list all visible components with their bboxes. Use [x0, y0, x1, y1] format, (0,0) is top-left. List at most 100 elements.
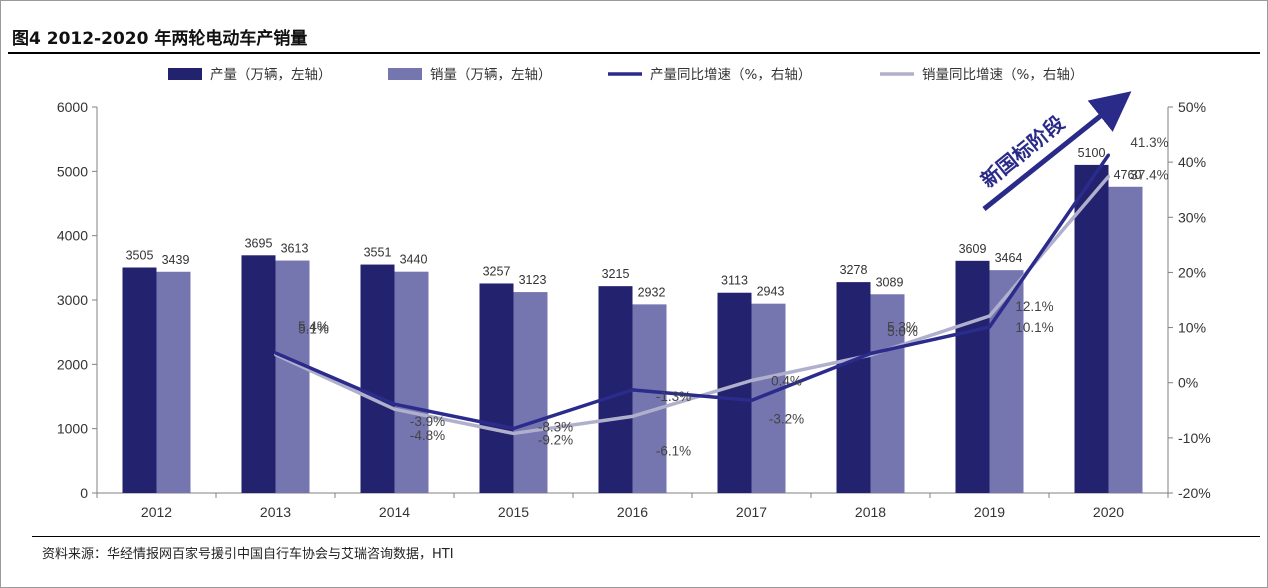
growth-arrow: [982, 91, 1132, 211]
production-bar-label: 3551: [364, 246, 392, 260]
y-left-tick-label: 3000: [57, 292, 88, 308]
x-tick-label: 2012: [141, 504, 172, 520]
production-growth-label: -3.2%: [769, 411, 804, 426]
production-growth-label: 5.4%: [298, 319, 329, 334]
x-tick-label: 2017: [736, 504, 767, 520]
sales-bar: [632, 304, 667, 493]
sales-growth-point: [393, 407, 396, 411]
y-right-tick-label: -10%: [1178, 430, 1211, 446]
production-growth-point: [512, 426, 515, 430]
sales-growth-label: -4.8%: [410, 428, 445, 443]
x-tick-label: 2014: [379, 504, 410, 520]
bars: [122, 164, 1143, 494]
legend-swatch: [168, 68, 202, 80]
sales-growth-label: 5.1%: [298, 322, 329, 337]
sales-bar-label: 2932: [638, 285, 666, 299]
y-right-tick-label: 10%: [1178, 320, 1206, 336]
production-bar: [241, 255, 276, 493]
data-labels: 3505 3695 3551 3257 3215 3113 3278 3609 5100 3439…: [126, 135, 1169, 458]
y-right-tick-label: 50%: [1178, 99, 1206, 115]
sales-bar-label: 2943: [757, 285, 785, 299]
x-tick-label: 2015: [498, 504, 529, 520]
y-left-tick-label: 6000: [57, 99, 88, 115]
sales-growth-point: [631, 414, 634, 418]
production-growth-point: [393, 402, 396, 406]
y-left-tick-label: 0: [80, 485, 88, 501]
production-bar-label: 3505: [126, 249, 154, 263]
legend-swatch: [388, 68, 422, 80]
production-bar: [598, 286, 633, 493]
production-bar: [717, 292, 752, 493]
production-bar: [360, 264, 395, 493]
production-bar-label: 3609: [959, 242, 987, 256]
sales-growth-label: -9.2%: [538, 432, 573, 447]
production-growth-point: [750, 398, 753, 402]
y-left-tick-label: 2000: [57, 356, 88, 372]
production-growth-label: 41.3%: [1130, 135, 1168, 150]
production-growth-point: [988, 325, 991, 329]
legend: 产量（万辆，左轴） 销量（万辆，左轴） 产量同比增速（%，右轴） 销量同比增速（%，右…: [168, 67, 1083, 83]
production-growth-label: 5.3%: [887, 319, 918, 334]
production-growth-point: [1107, 153, 1110, 157]
sales-growth-label: 5.0%: [887, 324, 918, 339]
legend-label: 产量（万辆，左轴）: [210, 67, 332, 83]
sales-growth-label: -6.1%: [656, 443, 691, 458]
sales-growth-label: 12.1%: [1015, 299, 1053, 314]
production-bar: [1074, 164, 1109, 493]
sales-growth-point: [988, 314, 991, 318]
legend-label: 销量（万辆，左轴）: [430, 67, 552, 83]
sales-bar-label: 3439: [162, 253, 190, 267]
sales-bar-label: 4760: [1114, 168, 1142, 182]
production-bar-label: 3695: [245, 236, 273, 250]
sales-growth-point: [750, 379, 753, 383]
sales-bar: [394, 271, 429, 493]
production-bar-label: 3257: [483, 264, 511, 278]
production-bar-label: 3278: [840, 263, 868, 277]
sales-bar: [275, 260, 310, 493]
sales-bar: [870, 294, 905, 493]
production-growth-label: -8.3%: [538, 419, 573, 434]
x-tick-label: 2013: [260, 504, 291, 520]
x-tick-label: 2016: [617, 504, 648, 520]
production-growth-label: 10.1%: [1015, 320, 1053, 335]
production-growth-point: [869, 351, 872, 355]
sales-growth-line: [274, 175, 1110, 436]
sales-bar: [513, 292, 548, 493]
source-rule: [32, 536, 1260, 537]
x-tick-label: 2020: [1093, 504, 1124, 520]
figure-title: 图4 2012-2020 年两轮电动车产销量: [12, 29, 308, 49]
production-growth-point: [631, 388, 634, 392]
legend-label: 产量同比增速（%，右轴）: [650, 67, 811, 83]
production-bar-label: 3113: [721, 274, 748, 288]
sales-bar-label: 3089: [876, 275, 904, 289]
sales-bar-label: 3123: [519, 273, 547, 287]
y-right-tick-label: 20%: [1178, 264, 1206, 280]
title-rule: [8, 52, 1260, 54]
production-bar: [479, 283, 514, 493]
production-growth-line: [274, 153, 1110, 431]
sales-bar: [1108, 186, 1143, 494]
lines: [274, 153, 1110, 436]
sales-bar-label: 3440: [400, 253, 428, 267]
production-growth-label: -3.9%: [410, 414, 445, 429]
sales-bar-label: 3464: [995, 251, 1023, 265]
x-tick-label: 2019: [974, 504, 1005, 520]
production-bar-label: 5100: [1078, 146, 1106, 160]
sales-bar-label: 3613: [281, 242, 309, 256]
y-right-tick-label: 30%: [1178, 209, 1206, 225]
y-left-tick-label: 1000: [57, 421, 88, 437]
sales-growth-point: [1107, 174, 1110, 178]
production-bar-label: 3215: [602, 267, 630, 281]
production-growth-point: [274, 351, 277, 355]
y-left-tick-label: 4000: [57, 228, 88, 244]
y-right-tick-label: 40%: [1178, 154, 1206, 170]
production-bar: [836, 282, 871, 493]
sales-growth-label: 0.4%: [771, 374, 802, 389]
production-bar: [122, 267, 157, 493]
sales-bar: [156, 271, 191, 493]
y-right-tick-label: 0%: [1178, 375, 1198, 391]
legend-label: 销量同比增速（%，右轴）: [922, 67, 1083, 83]
production-growth-label: -1.3%: [656, 389, 691, 404]
production-bar: [955, 260, 990, 493]
